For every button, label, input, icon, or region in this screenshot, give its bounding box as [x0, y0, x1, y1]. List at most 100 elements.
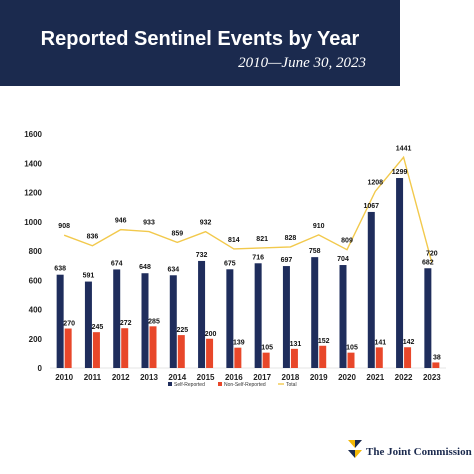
- x-tick-label: 2010: [55, 373, 73, 382]
- bar-self-reported: [169, 275, 177, 368]
- data-label-non-self-reported: 272: [120, 320, 132, 327]
- legend-label: Non-Self-Reported: [224, 382, 266, 388]
- data-label-total: 836: [87, 234, 99, 241]
- x-tick-label: 2022: [395, 373, 413, 382]
- bar-non-self-reported: [234, 347, 242, 368]
- data-label-non-self-reported: 200: [205, 331, 217, 338]
- legend-label: Total: [286, 382, 297, 388]
- data-label-non-self-reported: 142: [403, 339, 415, 346]
- data-label-self-reported: 638: [54, 266, 66, 273]
- bar-non-self-reported: [347, 352, 355, 368]
- chart-subtitle: 2010—June 30, 2023: [238, 55, 366, 71]
- data-label-self-reported: 732: [196, 252, 208, 259]
- data-label-self-reported: 648: [139, 264, 151, 271]
- data-label-non-self-reported: 139: [233, 340, 245, 347]
- data-label-self-reported: 716: [252, 254, 264, 261]
- bar-self-reported: [56, 274, 64, 368]
- y-tick-label: 200: [29, 335, 43, 344]
- chart-title: Reported Sentinel Events by Year: [40, 28, 360, 50]
- legend-label: Self-Reported: [174, 382, 205, 388]
- x-tick-label: 2016: [225, 373, 243, 382]
- data-label-non-self-reported: 141: [374, 339, 386, 346]
- bar-non-self-reported: [64, 328, 72, 368]
- bars: [56, 178, 440, 368]
- x-tick-label: 2018: [282, 373, 300, 382]
- total-line: [63, 155, 433, 263]
- data-label-total: 859: [171, 230, 183, 237]
- data-label-self-reported: 1299: [392, 169, 408, 176]
- bar-non-self-reported: [121, 328, 129, 368]
- y-tick-label: 1400: [24, 159, 42, 168]
- joint-commission-logo: The Joint Commission: [344, 436, 474, 466]
- data-label-total: 932: [200, 220, 212, 227]
- y-tick-label: 800: [29, 247, 43, 256]
- data-label-total: 821: [256, 236, 268, 243]
- bar-self-reported: [424, 268, 432, 368]
- data-label-self-reported: 758: [309, 248, 321, 255]
- bar-non-self-reported: [319, 345, 327, 368]
- bar-non-self-reported: [375, 347, 383, 368]
- bar-self-reported: [282, 266, 290, 368]
- x-axis: 2010 2011 2012 2013 2014 2015 2016 2017 2018 2019…: [55, 373, 441, 382]
- bar-self-reported: [396, 178, 404, 368]
- x-tick-label: 2021: [366, 373, 384, 382]
- data-label-self-reported: 675: [224, 260, 236, 267]
- x-tick-label: 2015: [197, 373, 215, 382]
- bar-non-self-reported: [290, 348, 298, 368]
- x-tick-label: 2019: [310, 373, 328, 382]
- x-tick-label: 2017: [253, 373, 271, 382]
- data-label-total: 809: [341, 238, 353, 245]
- y-tick-label: 1000: [24, 218, 42, 227]
- data-label-self-reported: 697: [281, 257, 293, 264]
- bar-non-self-reported: [206, 338, 214, 368]
- data-label-self-reported: 674: [111, 260, 123, 267]
- data-label-self-reported: 634: [167, 266, 179, 273]
- data-label-self-reported: 591: [83, 273, 95, 280]
- y-tick-label: 400: [29, 306, 43, 315]
- bar-self-reported: [367, 211, 375, 368]
- data-label-total: 910: [313, 223, 325, 230]
- y-tick-label: 1200: [24, 189, 42, 198]
- data-label-total: 908: [58, 223, 70, 230]
- data-label-non-self-reported: 131: [290, 341, 302, 348]
- bar-self-reported: [113, 269, 121, 368]
- bar-self-reported: [226, 269, 234, 368]
- data-label-total: 1208: [367, 179, 383, 186]
- joint-commission-logo-icon: [348, 440, 362, 458]
- x-tick-label: 2013: [140, 373, 158, 382]
- series-line-total: [63, 155, 433, 263]
- logo-text: The Joint Commission: [366, 446, 472, 458]
- data-label-total: 946: [115, 218, 127, 225]
- bar-non-self-reported: [92, 332, 100, 368]
- bar-self-reported: [84, 281, 92, 368]
- legend-swatch: [218, 382, 222, 386]
- data-label-non-self-reported: 105: [346, 345, 358, 352]
- data-labels: 638 270 591 245 674 272 648 285 634 225 732 200 675 1…: [54, 145, 441, 361]
- data-label-total: 720: [426, 251, 438, 258]
- x-tick-label: 2023: [423, 373, 441, 382]
- bar-self-reported: [311, 257, 319, 368]
- bar-non-self-reported: [432, 362, 440, 368]
- data-label-self-reported: 1067: [363, 203, 379, 210]
- data-label-total: 933: [143, 220, 155, 227]
- data-label-self-reported: 704: [337, 256, 349, 263]
- data-label-non-self-reported: 245: [92, 324, 104, 331]
- data-label-total: 814: [228, 237, 240, 244]
- data-label-non-self-reported: 38: [433, 354, 441, 361]
- x-tick-label: 2020: [338, 373, 356, 382]
- bar-non-self-reported: [404, 347, 412, 368]
- legend: Self-Reported Non-Self-Reported Total: [168, 382, 297, 388]
- data-label-non-self-reported: 285: [148, 318, 160, 325]
- y-tick-label: 1600: [24, 130, 42, 139]
- bar-self-reported: [254, 263, 262, 368]
- legend-swatch: [168, 382, 172, 386]
- data-label-non-self-reported: 225: [176, 327, 188, 334]
- y-tick-label: 0: [38, 364, 43, 373]
- bar-self-reported: [339, 265, 347, 368]
- data-label-non-self-reported: 105: [261, 345, 273, 352]
- data-label-non-self-reported: 152: [318, 338, 330, 345]
- bar-self-reported: [141, 273, 149, 368]
- bar-self-reported: [198, 260, 206, 368]
- x-tick-label: 2014: [168, 373, 186, 382]
